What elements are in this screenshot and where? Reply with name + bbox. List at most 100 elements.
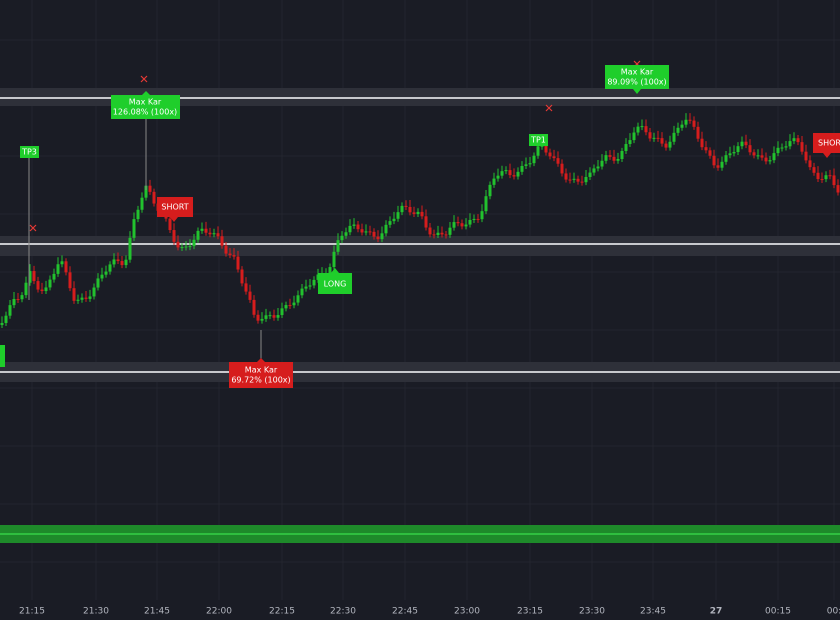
candle <box>148 185 152 192</box>
badge-text: TP1 <box>530 136 546 145</box>
candle <box>684 119 688 125</box>
candle <box>56 264 60 274</box>
candle <box>12 298 16 306</box>
candle <box>696 126 700 139</box>
candle <box>172 230 176 242</box>
candle <box>500 171 504 176</box>
candle <box>612 156 616 161</box>
candle <box>836 185 840 193</box>
candle <box>40 289 44 292</box>
candle <box>236 256 240 270</box>
candle <box>136 209 140 220</box>
candle <box>88 296 92 299</box>
candle <box>252 299 256 315</box>
time-label: 22:45 <box>392 607 418 617</box>
candle <box>416 211 420 215</box>
candle <box>484 196 488 212</box>
grid <box>0 0 840 600</box>
time-label: 22:00 <box>206 607 232 617</box>
candle <box>800 142 804 152</box>
candle <box>212 233 216 235</box>
candle <box>388 221 392 225</box>
candle <box>564 173 568 180</box>
candle <box>740 141 744 147</box>
candle <box>404 205 408 207</box>
candle <box>272 315 276 318</box>
candle <box>480 211 484 220</box>
candle <box>268 315 272 317</box>
candle <box>748 145 752 153</box>
badge-text: 69.72% (100x) <box>231 376 290 385</box>
candle <box>788 141 792 147</box>
candle <box>636 126 640 133</box>
badge-title: Max Kar <box>129 98 162 107</box>
candle <box>360 229 364 233</box>
candle <box>20 295 24 300</box>
candle <box>344 232 348 236</box>
candle <box>16 298 20 300</box>
candle <box>620 150 624 160</box>
time-label: 23:15 <box>517 607 543 617</box>
candle <box>304 286 308 289</box>
badge: LONG <box>318 268 352 294</box>
candle <box>188 246 192 248</box>
candle <box>456 222 460 224</box>
candle <box>556 158 560 164</box>
candle <box>760 155 764 158</box>
candle <box>340 235 344 241</box>
badge: Max Kar 126.08% (100x) <box>111 91 180 119</box>
badge-text: LONG <box>324 280 347 289</box>
candle <box>628 140 632 145</box>
candle <box>432 234 436 236</box>
time-axis: 21:15 21:30 21:45 22:00 22:15 22:30 22:45 23:00… <box>19 607 840 617</box>
candle <box>744 141 748 146</box>
candle <box>692 120 696 127</box>
time-label: 21:45 <box>144 607 170 617</box>
candle <box>240 269 244 284</box>
candle <box>364 231 368 233</box>
candle <box>64 261 68 273</box>
candle <box>412 212 416 215</box>
candle <box>356 224 360 230</box>
candle <box>80 297 84 300</box>
candle <box>312 279 316 286</box>
candle <box>128 237 132 260</box>
candle <box>568 179 572 181</box>
candle <box>192 239 196 247</box>
candle <box>772 153 776 161</box>
candle <box>536 146 540 156</box>
time-label: 23:30 <box>579 607 605 617</box>
candle <box>688 119 692 121</box>
candle <box>384 224 388 234</box>
candle <box>380 233 384 240</box>
candle <box>680 124 684 128</box>
time-label: 00: <box>827 607 840 617</box>
candle <box>208 232 212 235</box>
candle <box>656 137 660 139</box>
candle <box>764 157 768 162</box>
candle <box>332 251 336 268</box>
candle <box>348 225 352 233</box>
candle <box>668 141 672 148</box>
candle <box>232 255 236 257</box>
x-markers <box>29 60 641 232</box>
candles <box>0 113 840 328</box>
candle <box>24 282 28 296</box>
candle <box>84 297 88 299</box>
candle <box>444 234 448 236</box>
candle <box>396 212 400 219</box>
candle <box>476 218 480 220</box>
candle <box>284 305 288 309</box>
candle <box>176 241 180 248</box>
badge: TP3 <box>20 146 39 158</box>
candle <box>488 184 492 197</box>
candle <box>832 175 836 186</box>
candle <box>792 138 796 142</box>
candle <box>372 231 376 237</box>
candle <box>368 231 372 233</box>
candle <box>292 302 296 306</box>
candle <box>140 197 144 210</box>
candle <box>660 138 664 144</box>
time-label: 23:45 <box>640 607 666 617</box>
candle <box>8 305 12 316</box>
